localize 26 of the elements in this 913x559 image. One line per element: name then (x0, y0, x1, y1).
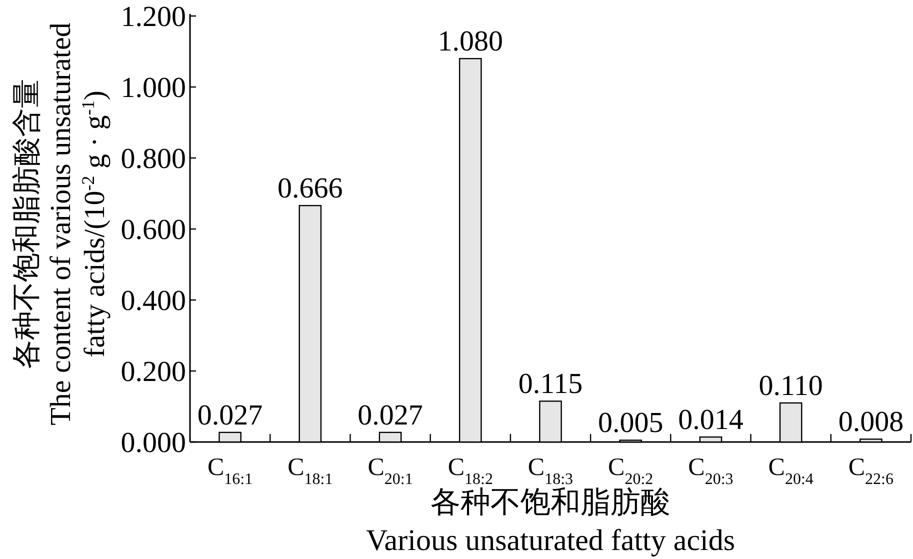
data-label: 0.027 (358, 399, 423, 432)
y-tick-label: 0.800 (120, 143, 186, 175)
x-axis-title: 各种不饱和脂肪酸 Various unsaturated fatty acids (366, 486, 736, 557)
x-tick-label: C$_{18:2}$ (448, 454, 493, 488)
data-label: 0.008 (838, 406, 904, 438)
data-label: 0.115 (518, 368, 583, 400)
x-tick-label: C$_{20:2}$ (608, 454, 654, 488)
data-label: 0.014 (678, 404, 744, 436)
y-tick-label: 0.400 (120, 285, 186, 317)
y-tick-label: 0.000 (120, 427, 186, 459)
data-label: 0.666 (278, 172, 343, 205)
y-tick-label: 0.200 (120, 356, 186, 388)
x-tick-label: C$_{18:3}$ (528, 454, 574, 488)
data-label: 0.027 (197, 399, 263, 432)
x-tick-label: C$_{22:6}$ (848, 454, 894, 488)
data-label: 1.080 (438, 26, 504, 58)
x-tick-label: C$_{16:1}$ (207, 454, 253, 488)
y-tick-label: 1.200 (120, 1, 186, 33)
data-label: 0.110 (758, 370, 823, 402)
data-label: 0.005 (598, 407, 664, 440)
y-tick-label: 1.000 (120, 72, 186, 104)
y-tick-label: 0.600 (120, 214, 186, 246)
x-tick-label: C$_{20:3}$ (688, 454, 734, 488)
x-tick-label: C$_{20:4}$ (768, 454, 814, 488)
x-tick-label: C$_{20:1}$ (368, 454, 413, 488)
x-tick-label: C$_{18:1}$ (288, 454, 333, 488)
